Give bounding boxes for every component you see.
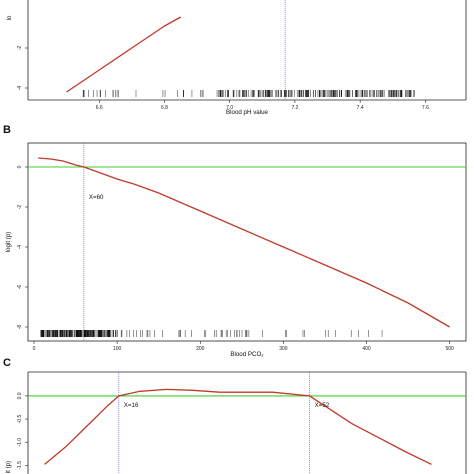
panel-b-marks: 0 100 200 300 400 500 0 -2 -4 -6 -8 X=60	[17, 143, 466, 352]
y-tick-label: -1.5	[17, 461, 23, 470]
panel-c-marks: 0.0 -0.5 -1.0 -1.5 X=16 X=52	[17, 372, 466, 474]
y-tick-label: -4	[17, 245, 23, 250]
panel-a-marks: 6.6 6.8 7.0 7.2 7.4 7.6 -2 -4	[17, 0, 429, 111]
x-tick-label: 400	[362, 346, 371, 352]
x-tick-label: 300	[279, 346, 288, 352]
chart-marks: 6.6 6.8 7.0 7.2 7.4 7.6 -2 -4 0 100 200 300 400 500 0 -…	[17, 0, 466, 474]
x-tick-label: 6.8	[161, 105, 168, 111]
y-tick-label: -1.0	[17, 438, 23, 447]
y-tick-label: 0.0	[17, 392, 23, 399]
x-tick-label: 7.2	[291, 105, 298, 111]
y-tick-label: -0.5	[17, 415, 23, 424]
annotation-x60: X=60	[89, 194, 104, 201]
y-tick-label: -6	[17, 285, 23, 290]
x-tick-label: 6.6	[96, 105, 103, 111]
panel-b: B Blood PCO₂ logit (p)	[3, 124, 467, 358]
annotation-x52: X=52	[315, 402, 330, 409]
panel-c-ylabel: it (p)	[5, 461, 12, 473]
fitted-curve	[38, 157, 451, 328]
x-tick-label: 500	[446, 346, 455, 352]
y-tick-label: -2	[17, 205, 23, 210]
y-tick-label: -2	[17, 46, 23, 51]
panel-c-letter: C	[3, 357, 11, 369]
panel-b-ylabel: logit (p)	[5, 232, 12, 253]
y-tick-label: 0	[17, 165, 23, 168]
x-tick-label: 7.4	[357, 105, 364, 111]
x-tick-label: 7.0	[226, 105, 233, 111]
y-tick-label: -8	[17, 325, 23, 330]
panel-a-ylabel: lo	[6, 15, 13, 20]
panel-a: Blood pH value lo	[6, 0, 467, 116]
panel-c: C it (p)	[3, 357, 467, 474]
fitted-curve	[44, 388, 432, 465]
x-tick-label: 0	[33, 346, 36, 352]
x-tick-label: 200	[196, 346, 205, 352]
panel-b-xlabel: Blood PCO₂	[230, 351, 264, 358]
annotation-x16: X=16	[124, 402, 139, 409]
panel-a-xlabel: Blood pH value	[226, 109, 269, 116]
panel-b-frame	[27, 142, 467, 342]
x-tick-label: 7.6	[422, 105, 429, 111]
panel-b-letter: B	[3, 124, 11, 136]
y-tick-label: -4	[17, 86, 23, 91]
fitted-curve	[66, 16, 182, 93]
x-tick-label: 100	[113, 346, 122, 352]
